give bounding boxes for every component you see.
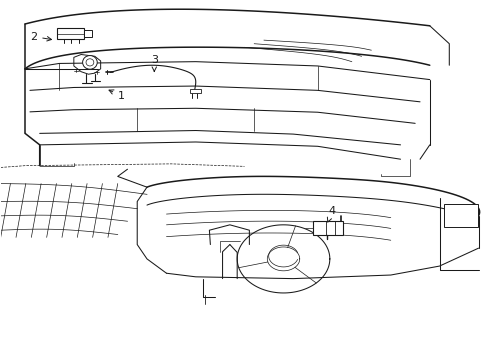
Ellipse shape — [82, 55, 97, 69]
Text: 4: 4 — [327, 206, 335, 222]
Text: 3: 3 — [150, 55, 158, 71]
Bar — [189, 89, 200, 93]
Bar — [83, 31, 92, 37]
Bar — [444, 204, 477, 226]
Bar — [57, 28, 83, 39]
Bar — [312, 221, 342, 234]
Text: 1: 1 — [109, 90, 125, 101]
Text: 2: 2 — [30, 32, 51, 41]
Ellipse shape — [86, 59, 94, 66]
